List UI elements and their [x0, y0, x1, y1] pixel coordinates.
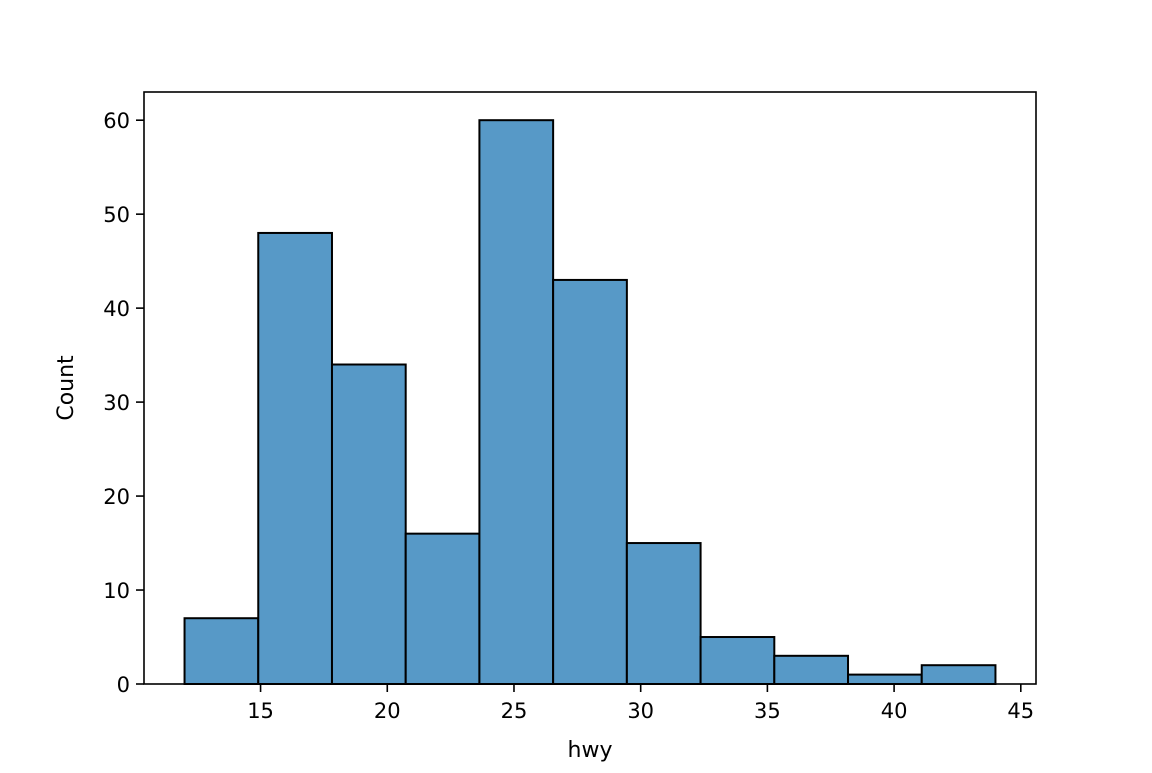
plot-frame [143, 91, 1037, 685]
bars-layer [183, 119, 997, 686]
histogram-bar [699, 636, 776, 685]
histogram-bar [773, 654, 850, 685]
y-tick-label: 30 [103, 391, 130, 415]
x-axis: 15 20 25 30 35 40 45 [247, 684, 1034, 723]
histogram-bar [552, 278, 628, 685]
histogram-bar [404, 532, 481, 686]
x-tick-label: 35 [754, 699, 781, 723]
y-axis-label: Count [54, 355, 79, 421]
histogram-bar [478, 119, 555, 685]
x-tick-label: 40 [881, 699, 908, 723]
x-tick-label: 20 [374, 699, 401, 723]
histogram-bar [183, 617, 260, 686]
histogram-bar [625, 542, 702, 685]
y-tick-label: 0 [117, 673, 130, 697]
histogram-bar [257, 231, 333, 685]
histogram-bar [920, 664, 997, 686]
y-axis: 0 10 20 30 40 50 60 [103, 109, 144, 697]
y-tick-label: 10 [103, 579, 130, 603]
x-tick-label: 30 [627, 699, 654, 723]
x-tick-label: 45 [1007, 699, 1034, 723]
x-axis-label: hwy [568, 738, 613, 763]
y-tick-label: 40 [103, 297, 130, 321]
y-tick-label: 60 [103, 109, 130, 133]
y-tick-label: 50 [103, 203, 130, 227]
histogram-bar [330, 363, 407, 685]
histogram-bar [847, 673, 923, 685]
x-tick-label: 15 [247, 699, 274, 723]
y-tick-label: 20 [103, 485, 130, 509]
x-tick-label: 25 [501, 699, 528, 723]
